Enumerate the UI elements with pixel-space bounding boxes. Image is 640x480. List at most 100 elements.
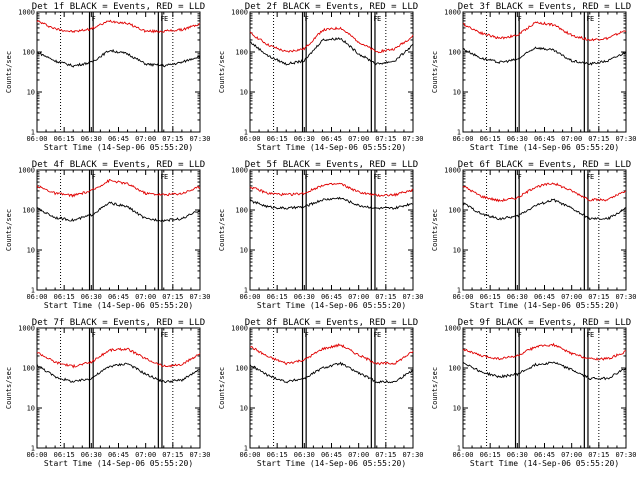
- x-axis-label: Start Time (14-Sep-06 05:55:20): [257, 143, 406, 152]
- x-tick-label: 07:30: [615, 293, 636, 301]
- x-tick-label: 06:15: [54, 293, 75, 301]
- marker-label: F: [92, 173, 96, 181]
- chart-panel-1: Det 1f BLACK = Events, RED = LLD 1 10 100 10…: [5, 2, 211, 152]
- y-tick-label: 10: [240, 89, 248, 97]
- chart-panel-4: Det 4f BLACK = Events, RED = LLD 1 10 100 10…: [5, 160, 211, 310]
- y-tick-label: 1000: [231, 9, 248, 17]
- x-tick-label: 07:15: [588, 451, 609, 459]
- y-tick-label: 1: [457, 129, 461, 137]
- y-tick-label: 1: [244, 287, 248, 295]
- plot-frame: [462, 327, 627, 449]
- y-tick-label: 1000: [18, 167, 35, 175]
- x-tick-label: 06:30: [81, 451, 102, 459]
- chart-title: Det 8f BLACK = Events, RED = LLD: [245, 318, 418, 328]
- marker-label: F: [92, 331, 96, 339]
- series-lld-line: [462, 21, 626, 42]
- y-tick-label: 1: [31, 129, 35, 137]
- x-tick-label: 07:30: [189, 293, 210, 301]
- x-tick-label: 07:30: [402, 451, 423, 459]
- marker-label: E: [164, 331, 168, 339]
- x-tick-label: 06:30: [507, 451, 528, 459]
- chart-panel-3: Det 3f BLACK = Events, RED = LLD 1 10 100 10…: [431, 2, 637, 152]
- marker-label: F: [92, 15, 96, 23]
- x-tick-label: 06:15: [54, 135, 75, 143]
- x-axis-label: Start Time (14-Sep-06 05:55:20): [44, 143, 193, 152]
- x-tick-label: 06:30: [294, 451, 315, 459]
- x-tick-label: 07:00: [348, 135, 369, 143]
- x-tick-label: 07:15: [375, 135, 396, 143]
- series-events-line: [36, 362, 201, 384]
- y-tick-label: 1000: [18, 9, 35, 17]
- x-tick-label: 07:30: [402, 135, 423, 143]
- plot-frame: [249, 169, 414, 291]
- x-tick-label: 06:15: [480, 293, 501, 301]
- chart-title: Det 7f BLACK = Events, RED = LLD: [32, 318, 205, 328]
- series-events-line: [36, 201, 201, 223]
- x-tick-label: 07:00: [561, 293, 582, 301]
- plot-frame: [462, 169, 627, 291]
- x-tick-label: 07:30: [615, 451, 636, 459]
- x-tick-label: 06:00: [26, 135, 47, 143]
- marker-label: E: [164, 15, 168, 23]
- y-tick-label: 100: [22, 49, 35, 57]
- marker-label: F: [305, 331, 309, 339]
- chart-title: Det 2f BLACK = Events, RED = LLD: [245, 2, 418, 12]
- x-tick-label: 07:15: [588, 293, 609, 301]
- marker-label: F: [160, 15, 164, 23]
- y-tick-label: 10: [453, 247, 461, 255]
- series-lld-line: [36, 347, 201, 369]
- x-tick-label: 07:30: [189, 451, 210, 459]
- y-axis-label: Counts/sec: [5, 209, 13, 251]
- marker-label: F: [373, 331, 377, 339]
- x-tick-label: 06:30: [81, 135, 102, 143]
- x-tick-label: 07:00: [135, 451, 156, 459]
- y-axis-label: Counts/sec: [218, 51, 226, 93]
- marker-label: E: [377, 331, 381, 339]
- y-tick-label: 10: [27, 89, 35, 97]
- x-tick-label: 06:00: [452, 451, 473, 459]
- y-axis-label: Counts/sec: [218, 209, 226, 251]
- x-tick-label: 06:00: [452, 293, 473, 301]
- marker-label: F: [586, 173, 590, 181]
- x-tick-label: 07:00: [348, 451, 369, 459]
- x-axis-label: Start Time (14-Sep-06 05:55:20): [257, 459, 406, 468]
- y-tick-label: 100: [22, 207, 35, 215]
- x-tick-label: 06:00: [26, 451, 47, 459]
- plot-frame: [249, 11, 414, 133]
- y-axis-label: Counts/sec: [431, 51, 439, 93]
- marker-label: E: [164, 173, 168, 181]
- chart-panel-9: Det 9f BLACK = Events, RED = LLD 1 10 100 10…: [431, 318, 637, 468]
- series-lld-line: [462, 342, 627, 361]
- x-tick-label: 06:00: [239, 293, 260, 301]
- marker-label: F: [160, 173, 164, 181]
- y-tick-label: 10: [240, 405, 248, 413]
- series-lld-line: [249, 182, 414, 197]
- x-tick-label: 06:15: [267, 135, 288, 143]
- x-axis-label: Start Time (14-Sep-06 05:55:20): [44, 301, 193, 310]
- x-tick-label: 06:30: [507, 135, 528, 143]
- x-tick-label: 07:15: [162, 293, 183, 301]
- x-tick-label: 06:45: [321, 293, 342, 301]
- y-tick-label: 10: [453, 89, 461, 97]
- marker-label: E: [590, 173, 594, 181]
- y-axis-label: Counts/sec: [5, 51, 13, 93]
- chart-title: Det 3f BLACK = Events, RED = LLD: [458, 2, 631, 12]
- x-tick-label: 06:30: [81, 293, 102, 301]
- x-tick-label: 06:30: [294, 135, 315, 143]
- x-tick-label: 07:15: [588, 135, 609, 143]
- marker-label: F: [160, 331, 164, 339]
- y-axis-label: Counts/sec: [431, 209, 439, 251]
- marker-label: F: [518, 331, 522, 339]
- x-tick-label: 06:30: [507, 293, 528, 301]
- x-tick-label: 06:15: [480, 451, 501, 459]
- y-tick-label: 100: [448, 365, 461, 373]
- x-tick-label: 06:45: [534, 293, 555, 301]
- x-tick-label: 06:45: [108, 293, 129, 301]
- y-tick-label: 1000: [444, 9, 461, 17]
- y-tick-label: 10: [27, 247, 35, 255]
- x-tick-label: 07:30: [402, 293, 423, 301]
- x-tick-label: 07:30: [615, 135, 636, 143]
- chart-title: Det 9f BLACK = Events, RED = LLD: [458, 318, 631, 328]
- x-axis-label: Start Time (14-Sep-06 05:55:20): [44, 459, 193, 468]
